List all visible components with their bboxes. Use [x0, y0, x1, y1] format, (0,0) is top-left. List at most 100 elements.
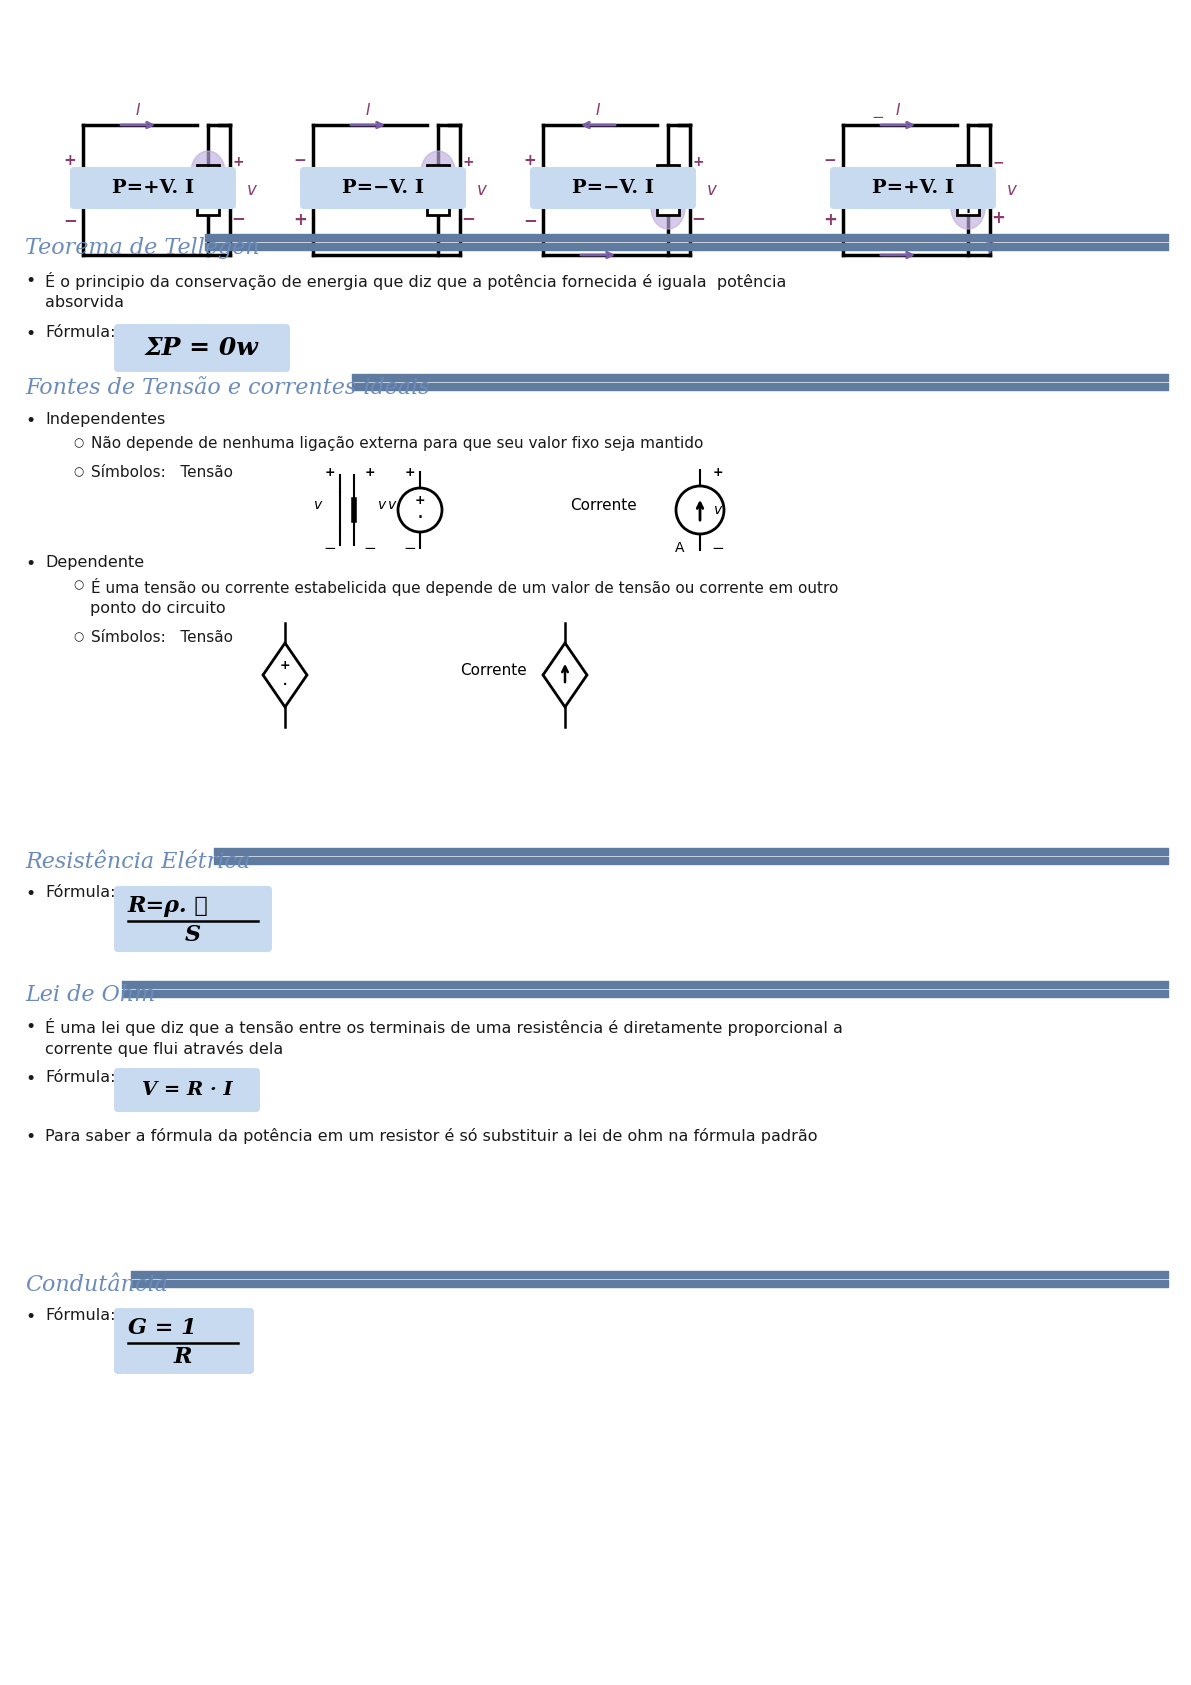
Text: v: v	[388, 499, 397, 512]
Ellipse shape	[191, 152, 225, 194]
FancyBboxPatch shape	[300, 167, 466, 209]
Text: •: •	[25, 1070, 36, 1089]
Text: P=−V. I: P=−V. I	[572, 179, 654, 197]
Bar	[197, 165, 219, 216]
Text: Símbolos:   Tensão: Símbolos: Tensão	[91, 465, 233, 480]
Text: +: +	[692, 155, 704, 169]
Text: Fórmula:: Fórmula:	[45, 1070, 116, 1085]
Text: Fontes de Tensão e correntes ideais: Fontes de Tensão e correntes ideais	[25, 377, 430, 399]
Text: V: V	[550, 180, 562, 199]
Text: −: −	[661, 199, 675, 217]
Text: −: −	[404, 541, 417, 556]
Text: V = R · I: V = R · I	[142, 1082, 232, 1099]
Text: −: −	[294, 153, 306, 167]
FancyBboxPatch shape	[114, 1308, 254, 1373]
Text: absorvida: absorvida	[45, 295, 124, 310]
Text: •: •	[25, 885, 36, 903]
Bar	[657, 165, 679, 216]
Text: Condutância: Condutância	[25, 1274, 168, 1296]
Text: +: +	[232, 155, 244, 169]
FancyBboxPatch shape	[530, 167, 696, 209]
Text: V: V	[320, 180, 332, 199]
Text: G = 1: G = 1	[127, 1318, 197, 1340]
FancyBboxPatch shape	[830, 167, 996, 209]
Text: P=−V. I: P=−V. I	[342, 179, 424, 197]
Text: Lei de Ohm: Lei de Ohm	[25, 984, 155, 1006]
Text: •: •	[25, 554, 36, 573]
Text: v: v	[247, 180, 257, 199]
Text: +: +	[712, 465, 723, 479]
Text: Fórmula:: Fórmula:	[45, 325, 116, 340]
Text: −: −	[363, 541, 376, 556]
Text: •: •	[25, 271, 36, 290]
Text: ponto do circuito: ponto do circuito	[91, 602, 225, 617]
Text: +: +	[200, 163, 216, 180]
Text: •: •	[25, 325, 36, 344]
Text: Resistência Elétrica: Resistência Elétrica	[25, 851, 250, 873]
Text: −: −	[872, 110, 885, 125]
Text: ΣP = 0w: ΣP = 0w	[145, 335, 258, 361]
Text: Fórmula:: Fórmula:	[45, 885, 116, 900]
Text: •: •	[25, 413, 36, 430]
Text: Corrente: Corrente	[570, 497, 637, 512]
Text: −: −	[231, 209, 245, 227]
Text: −: −	[824, 153, 836, 167]
Text: v: v	[707, 180, 717, 199]
Text: ○: ○	[73, 630, 83, 644]
Text: v: v	[314, 499, 322, 512]
Text: +: +	[364, 465, 375, 479]
Text: Símbolos:   Tensão: Símbolos: Tensão	[91, 630, 233, 645]
FancyBboxPatch shape	[114, 886, 272, 952]
Text: Corrente: Corrente	[460, 662, 526, 677]
Text: ·: ·	[417, 507, 424, 527]
Text: R=ρ. ℓ: R=ρ. ℓ	[127, 895, 208, 917]
Bar	[428, 165, 449, 216]
Text: −: −	[430, 163, 445, 180]
Text: +: +	[325, 465, 336, 479]
Text: I: I	[596, 103, 600, 118]
Text: +: +	[960, 199, 975, 217]
Text: ○: ○	[73, 465, 83, 479]
Text: v: v	[378, 499, 386, 512]
Text: Fórmula:: Fórmula:	[45, 1308, 116, 1323]
Text: ○: ○	[73, 578, 83, 591]
Text: +: +	[293, 211, 307, 229]
Text: +: +	[524, 153, 536, 167]
Text: −: −	[992, 155, 1004, 169]
Text: +: +	[280, 659, 291, 672]
Text: ○: ○	[73, 436, 83, 448]
Text: I: I	[366, 103, 370, 118]
Text: −: −	[691, 209, 705, 227]
Text: V: V	[850, 180, 862, 199]
Text: v: v	[1008, 180, 1017, 199]
Text: corrente que flui através dela: corrente que flui através dela	[45, 1041, 283, 1056]
Text: +: +	[462, 155, 474, 169]
Text: Teorema de Tellegen: Teorema de Tellegen	[25, 238, 260, 259]
FancyBboxPatch shape	[114, 1068, 260, 1112]
Text: −: −	[523, 211, 537, 229]
Text: P=+V. I: P=+V. I	[112, 179, 194, 197]
Text: −: −	[712, 541, 724, 556]
Text: Não depende de nenhuma ligação externa para que seu valor fixo seja mantido: Não depende de nenhuma ligação externa p…	[91, 436, 704, 452]
Text: −: −	[63, 211, 77, 229]
Text: É uma lei que diz que a tensão entre os terminais de uma resistência é diretamen: É uma lei que diz que a tensão entre os …	[45, 1018, 843, 1036]
Text: −: −	[324, 541, 336, 556]
Text: Para saber a fórmula da potência em um resistor é só substituir a lei de ohm na : Para saber a fórmula da potência em um r…	[45, 1127, 817, 1144]
Bar	[958, 165, 979, 216]
Text: v: v	[713, 504, 722, 517]
Ellipse shape	[420, 152, 455, 194]
Text: Independentes: Independentes	[45, 413, 166, 426]
Text: A: A	[675, 541, 685, 554]
Text: S: S	[185, 923, 201, 945]
Text: É o principio da conservação de energia que diz que a potência fornecida é igual: É o principio da conservação de energia …	[45, 271, 786, 290]
Text: •: •	[25, 1018, 36, 1036]
Text: I: I	[896, 103, 900, 118]
Text: v: v	[478, 180, 487, 199]
FancyBboxPatch shape	[70, 167, 236, 209]
FancyBboxPatch shape	[114, 324, 289, 372]
Text: Dependente: Dependente	[45, 554, 144, 570]
Text: •: •	[25, 1308, 36, 1326]
Text: V: V	[89, 180, 102, 199]
Text: É uma tensão ou corrente estabelicida que depende de um valor de tensão ou corre: É uma tensão ou corrente estabelicida qu…	[91, 578, 838, 596]
Text: +: +	[405, 465, 416, 479]
